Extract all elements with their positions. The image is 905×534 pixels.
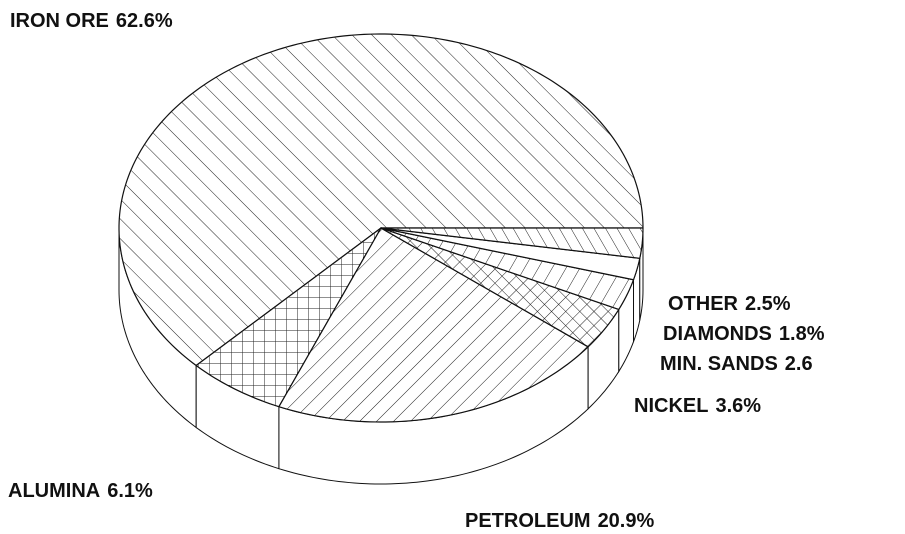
slice-label: MIN. SANDS 2.6 <box>660 353 813 375</box>
pie-slice <box>278 227 589 423</box>
pie-slice <box>380 227 644 259</box>
pie-slice <box>380 227 635 311</box>
pie-slice <box>118 33 644 367</box>
slice-label: PETROLEUM 20.9% <box>465 510 654 532</box>
slice-label-name: IRON ORE <box>10 10 109 32</box>
slice-label-name: OTHER <box>668 293 739 315</box>
slice-label-name: DIAMONDS <box>663 323 772 345</box>
pie-slice <box>380 227 620 348</box>
slice-label: DIAMONDS 1.8% <box>663 323 825 345</box>
slice-label-value: 2.6 <box>785 353 813 375</box>
pie-slice <box>195 227 382 408</box>
slice-label: ALUMINA 6.1% <box>8 480 153 502</box>
slice-label-name: MIN. SANDS <box>660 353 778 375</box>
slice-label-value: 62.6% <box>116 10 173 32</box>
slice-label-name: ALUMINA <box>8 480 100 502</box>
slice-label: IRON ORE 62.6% <box>10 10 173 32</box>
pie-slice <box>380 227 641 281</box>
slice-label-value: 6.1% <box>107 480 153 502</box>
slice-label: OTHER 2.5% <box>668 293 791 315</box>
slice-label-value: 3.6% <box>715 395 761 417</box>
slice-label-value: 2.5% <box>745 293 791 315</box>
slice-label-name: NICKEL <box>634 395 708 417</box>
slice-label-value: 1.8% <box>779 323 825 345</box>
slice-label-name: PETROLEUM <box>465 510 591 532</box>
slice-label-value: 20.9% <box>598 510 655 532</box>
slice-label: NICKEL 3.6% <box>634 395 761 417</box>
